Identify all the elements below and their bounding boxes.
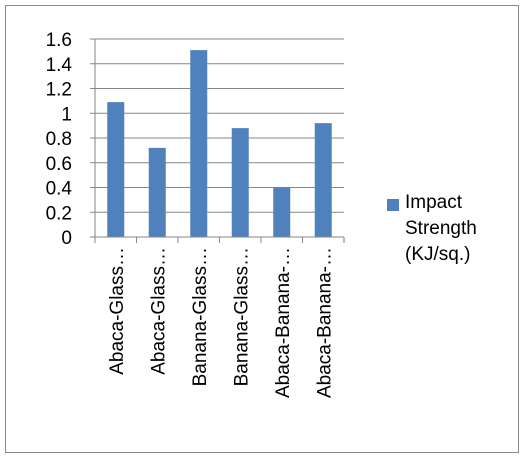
y-tick-label: 1.4 [46, 55, 73, 76]
x-tick-label: Banana-Glass… [231, 247, 252, 386]
legend-swatch [387, 199, 399, 211]
bars [107, 50, 332, 238]
y-tick-label: 0.2 [46, 203, 72, 224]
gridlines [95, 38, 344, 213]
x-tick-labels: Abaca-Glass… Abaca-Glass… Banana-Glass… Ban… [107, 247, 336, 398]
bar [190, 50, 208, 238]
y-tick-label: 1 [61, 104, 72, 125]
chart-frame [5, 5, 519, 453]
bar [107, 102, 125, 237]
y-tick-label: 0 [61, 228, 72, 249]
x-tick-label: Abaca-Glass… [148, 247, 169, 375]
y-tick-label: 0.8 [46, 129, 72, 150]
x-tick-label: Abaca-Banana-… [314, 247, 335, 398]
bar [231, 128, 249, 237]
legend-label-line-2: Strength [405, 218, 477, 239]
y-tick-label: 1.2 [46, 80, 72, 101]
legend-label-line-1: Impact [405, 192, 463, 213]
legend-label-line-3: (KJ/sq.) [405, 244, 471, 265]
y-tick-label: 0.6 [46, 154, 72, 175]
legend-label: Impact Strength (KJ/sq.) [405, 190, 477, 268]
bar [148, 147, 166, 237]
bar [273, 187, 291, 237]
y-tick-labels: 0 0.2 0.4 0.6 0.8 1 1.2 1.4 1.6 [46, 30, 73, 249]
y-tick-label: 0.4 [46, 179, 73, 200]
bar [314, 123, 332, 237]
x-tick-label: Banana-Glass… [190, 247, 211, 386]
axes [90, 38, 345, 243]
x-tick-label: Abaca-Glass… [107, 247, 128, 375]
y-tick-label: 1.6 [46, 30, 72, 51]
x-tick-label: Abaca-Banana-… [273, 247, 294, 398]
